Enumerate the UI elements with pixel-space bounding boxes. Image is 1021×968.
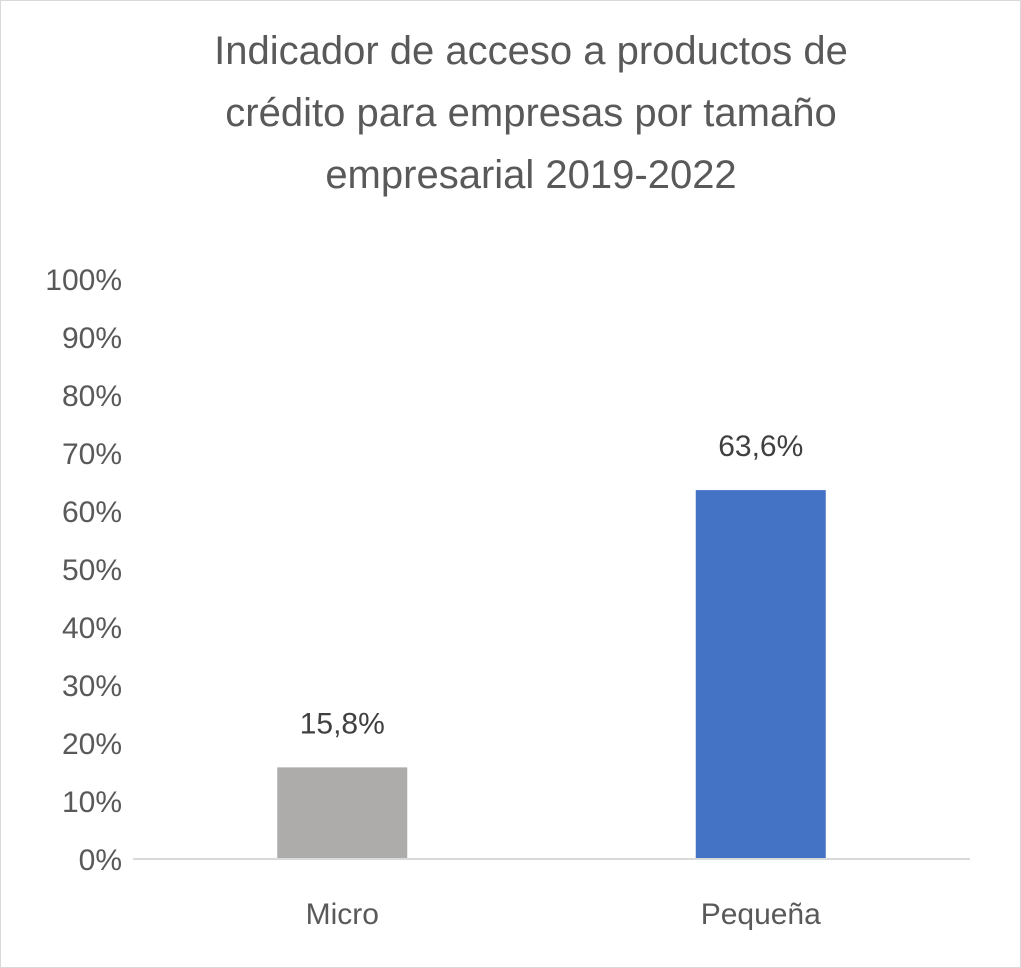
y-tick-label: 20%	[62, 728, 122, 761]
chart-title: Indicador de acceso a productos de crédi…	[0, 20, 1021, 206]
y-tick-label: 40%	[62, 612, 122, 645]
data-label: 63,6%	[718, 430, 803, 463]
y-tick-label: 90%	[62, 322, 122, 355]
y-tick-label: 70%	[62, 438, 122, 471]
y-tick-label: 60%	[62, 496, 122, 529]
y-tick-label: 10%	[62, 786, 122, 819]
data-label: 15,8%	[300, 707, 385, 740]
y-tick-label: 0%	[79, 844, 122, 877]
y-tick-label: 100%	[45, 264, 122, 297]
bar-pequeña	[695, 490, 826, 859]
title-line: Indicador de acceso a productos de	[214, 29, 848, 73]
title-line: crédito para empresas por tamaño	[225, 91, 837, 135]
x-tick-label: Micro	[306, 898, 379, 931]
title-line: empresarial 2019-2022	[325, 153, 737, 197]
y-tick-label: 80%	[62, 380, 122, 413]
x-tick-label: Pequeña	[701, 898, 821, 931]
y-tick-label: 30%	[62, 670, 122, 703]
y-tick-label: 50%	[62, 554, 122, 587]
bar-micro	[277, 767, 408, 859]
